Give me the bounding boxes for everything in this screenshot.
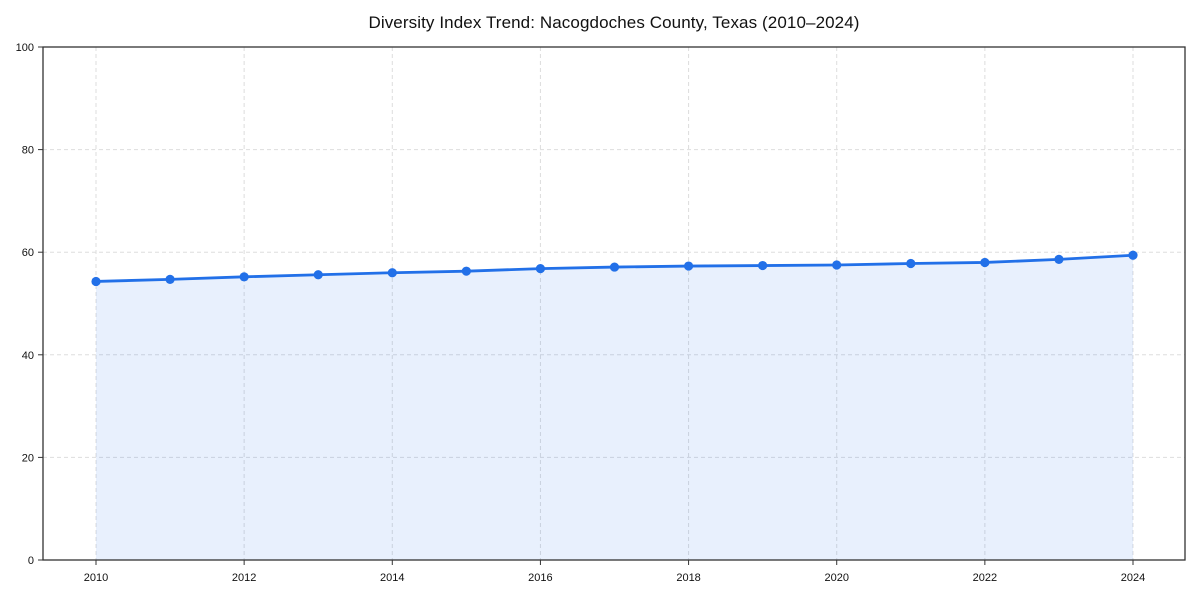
data-point-2014 [387,268,397,278]
x-tick-label-2012: 2012 [232,572,256,584]
y-tick-label-100: 100 [16,42,34,54]
data-point-2024 [1128,250,1138,260]
y-tick-label-20: 20 [22,452,34,464]
data-point-2017 [609,262,620,272]
x-tick-label-2016: 2016 [528,572,552,584]
x-tick-label-2010: 2010 [84,572,108,584]
plot-border [42,46,1186,561]
x-tick-label-2014: 2014 [380,572,404,584]
data-point-2016 [535,264,546,274]
area-fill [96,255,1133,560]
data-point-2013 [313,270,323,280]
data-point-2018 [683,261,694,271]
data-point-2022 [980,257,990,268]
data-point-2021 [906,258,916,269]
data-point-2020 [832,260,842,270]
x-tick-label-2018: 2018 [676,572,700,584]
y-tick-label-0: 0 [28,555,34,567]
data-point-2015 [461,266,471,276]
data-point-2011 [165,274,175,284]
data-point-2023 [1054,254,1064,264]
chart-title: Diversity Index Trend: Nacogdoches Count… [368,13,860,32]
x-tick-label-2020: 2020 [824,572,848,584]
y-tick-label-80: 80 [22,145,34,157]
y-tick-label-40: 40 [22,350,34,362]
data-point-2010 [91,276,101,287]
x-tick-label-2024: 2024 [1121,572,1145,584]
data-point-2019 [758,260,768,271]
x-tick-label-2022: 2022 [973,572,997,584]
data-point-2012 [239,272,249,282]
y-tick-label-60: 60 [22,247,34,259]
